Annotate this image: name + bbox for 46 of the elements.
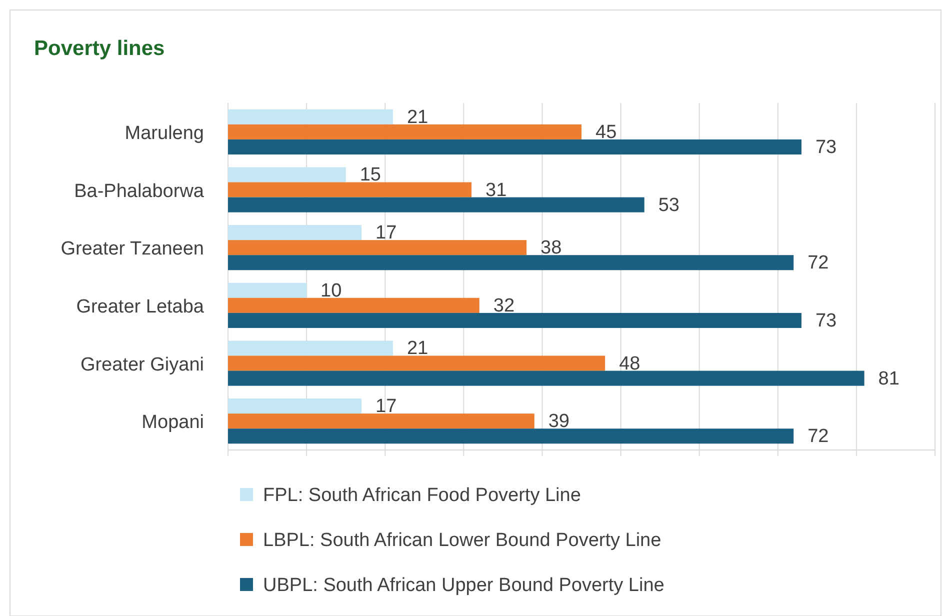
data-label: 48 [619,353,640,374]
data-label: 31 [486,180,507,201]
data-label: 17 [376,396,397,418]
data-label: 15 [360,164,381,186]
y-tick-label: Greater Letaba [76,296,204,318]
y-tick-label: Greater Giyani [80,354,204,376]
data-label: 39 [548,411,570,432]
data-label: 38 [540,238,562,259]
data-label: 72 [808,252,829,274]
y-tick-label: Maruleng [124,122,204,144]
data-label: 81 [878,368,900,390]
data-label: 32 [493,295,515,316]
data-label: 10 [320,280,342,302]
y-tick-label: Greater Tzaneen [60,238,204,260]
legend-label: UBPL: South African Upper Bound Poverty Line [263,575,664,596]
bar [228,167,346,182]
bar [228,124,582,140]
bar [228,197,644,212]
data-label: 17 [376,222,397,244]
data-label: 45 [596,122,617,143]
bar [228,225,362,240]
bar [228,282,307,298]
bar [228,139,802,154]
bar [228,398,362,414]
bar [228,312,802,328]
data-label: 73 [815,310,837,332]
bar [228,428,794,444]
chart-title: Poverty lines [34,37,165,60]
legend-label: FPL: South African Food Poverty Line [263,485,581,506]
data-label: 73 [815,136,837,158]
y-tick-label: Mopani [142,412,204,434]
bar [228,298,480,313]
bar [228,370,864,386]
bar [228,340,393,356]
data-label: 72 [808,426,829,448]
data-label: 21 [406,338,428,360]
data-label: 53 [658,194,680,216]
bar [228,255,794,270]
bar [228,356,606,371]
bar [228,414,534,429]
bar [228,182,472,198]
data-label: 21 [406,106,428,128]
bar [228,240,527,256]
y-tick-label: Ba-Phalaborwa [74,180,204,202]
legend-label: LBPL: South African Lower Bound Poverty Line [263,530,662,551]
bar [228,109,393,124]
